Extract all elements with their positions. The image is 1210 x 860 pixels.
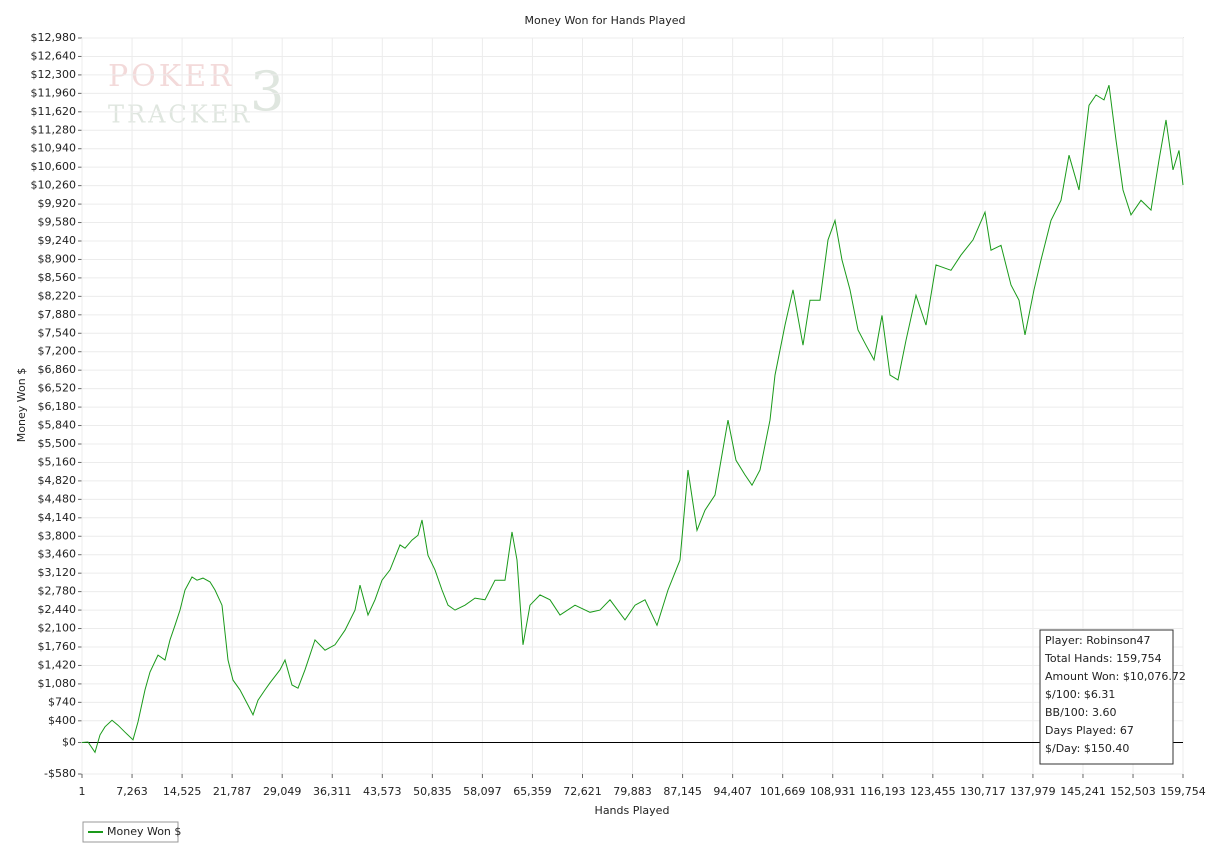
watermark: TRACKER <box>108 101 252 129</box>
y-tick-label: $6,180 <box>38 400 77 413</box>
y-tick-label: $9,580 <box>38 216 77 229</box>
y-tick-label: $2,780 <box>38 585 77 598</box>
x-tick-label: 137,979 <box>1010 785 1056 798</box>
y-tick-label: $11,960 <box>31 86 77 99</box>
y-tick-label: $12,980 <box>31 31 77 44</box>
y-tick-label: $5,500 <box>38 437 77 450</box>
y-tick-label: $400 <box>48 714 76 727</box>
x-tick-label: 58,097 <box>463 785 502 798</box>
y-tick-label: $8,560 <box>38 271 77 284</box>
y-tick-label: $1,080 <box>38 677 77 690</box>
legend-items: Money Won $ <box>88 825 181 838</box>
y-tick-label: $3,800 <box>38 529 77 542</box>
x-tick-label: 130,717 <box>960 785 1006 798</box>
info-line: Amount Won: $10,076.72 <box>1045 670 1186 683</box>
x-tick-label: 36,311 <box>313 785 352 798</box>
watermark: 3 <box>250 60 287 123</box>
info-line: Days Played: 67 <box>1045 724 1134 737</box>
y-tick-label: $1,420 <box>38 658 77 671</box>
series-line <box>81 85 1184 754</box>
legend <box>82 821 179 843</box>
info-text: Player: Robinson47 Total Hands: 159,754 Am… <box>1044 634 1186 755</box>
y-tick-label: $7,540 <box>38 326 77 339</box>
y-axis-label: Money Won $ <box>15 368 28 442</box>
y-tick-label: $4,140 <box>38 511 77 524</box>
watermark: POKER <box>108 59 235 94</box>
y-tick-label: $10,600 <box>31 160 77 173</box>
y-tick-label: $0 <box>62 736 76 749</box>
chart-title: Money Won for Hands Played <box>525 14 686 27</box>
y-tick-label: $1,760 <box>38 640 77 653</box>
x-tick-label: 7,263 <box>116 785 148 798</box>
y-tick-label: $3,120 <box>38 566 77 579</box>
info-line: BB/100: 3.60 <box>1045 706 1117 719</box>
y-tick-label: $7,880 <box>38 308 77 321</box>
grid: -$580 $0 $400 $740 $1,080 $1,420 $1,760 $2,100 $… <box>31 31 1206 798</box>
info-line: $/Day: $150.40 <box>1045 742 1129 755</box>
y-tick-label: $10,940 <box>31 142 77 155</box>
y-tick-label: $12,640 <box>31 49 77 62</box>
x-tick-label: 43,573 <box>363 785 402 798</box>
x-tick-label: 152,503 <box>1110 785 1156 798</box>
y-tick-label: $10,260 <box>31 179 77 192</box>
y-tick-label: $6,520 <box>38 382 77 395</box>
x-tick-label: 21,787 <box>213 785 252 798</box>
y-tick-label: $4,820 <box>38 474 77 487</box>
x-tick-label: 94,407 <box>713 785 752 798</box>
x-tick-label: 65,359 <box>513 785 552 798</box>
x-axis-label: Hands Played <box>595 804 670 817</box>
y-tick-label: $12,300 <box>31 68 77 81</box>
x-tick-label: 29,049 <box>263 785 302 798</box>
legend-label: Money Won $ <box>107 825 181 838</box>
x-tick-label: 72,621 <box>563 785 602 798</box>
y-tick-label: $8,900 <box>38 252 77 265</box>
y-tick-label: $9,240 <box>38 234 77 247</box>
y-tick-label: $5,160 <box>38 455 77 468</box>
marks <box>81 85 1184 754</box>
x-tick-label: 14,525 <box>163 785 202 798</box>
y-tick-label: $6,860 <box>38 363 77 376</box>
y-tick-label: $2,100 <box>38 622 77 635</box>
info-line: $/100: $6.31 <box>1045 688 1115 701</box>
info-line: Total Hands: 159,754 <box>1044 652 1162 665</box>
x-tick-label: 108,931 <box>810 785 856 798</box>
y-tick-label: $740 <box>48 695 76 708</box>
info-box <box>1039 629 1174 765</box>
y-tick-label: $8,220 <box>38 289 77 302</box>
y-tick-label: $11,280 <box>31 123 77 136</box>
info-line: Player: Robinson47 <box>1045 634 1151 647</box>
y-tick-label: $2,440 <box>38 603 77 616</box>
x-tick-label: 116,193 <box>860 785 906 798</box>
y-tick-label: $5,840 <box>38 419 77 432</box>
x-tick-label: 145,241 <box>1060 785 1106 798</box>
x-tick-label: 87,145 <box>663 785 702 798</box>
y-tick-label: -$580 <box>44 767 76 780</box>
x-tick-label: 79,883 <box>613 785 652 798</box>
x-tick-label: 101,669 <box>760 785 806 798</box>
y-tick-label: $9,920 <box>38 197 77 210</box>
y-tick-label: $11,620 <box>31 105 77 118</box>
x-tick-label: 50,835 <box>413 785 452 798</box>
x-tick-label: 123,455 <box>910 785 956 798</box>
y-tick-label: $7,200 <box>38 345 77 358</box>
x-tick-label: 159,754 <box>1160 785 1206 798</box>
y-tick-label: $4,480 <box>38 492 77 505</box>
y-tick-label: $3,460 <box>38 548 77 561</box>
x-tick-label: 1 <box>79 785 86 798</box>
